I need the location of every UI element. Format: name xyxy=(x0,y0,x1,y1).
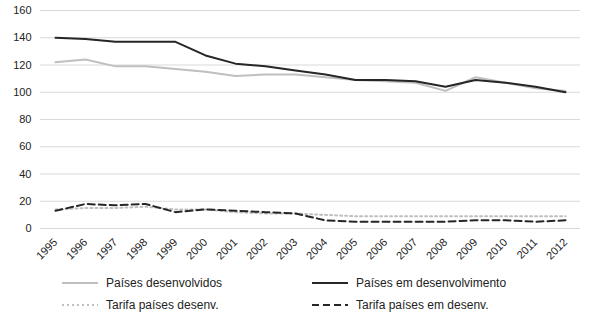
svg-text:2010: 2010 xyxy=(484,236,510,262)
svg-text:2011: 2011 xyxy=(514,236,539,261)
svg-text:2000: 2000 xyxy=(184,236,210,262)
svg-text:140: 140 xyxy=(13,31,31,43)
svg-text:0: 0 xyxy=(25,222,31,234)
svg-text:1998: 1998 xyxy=(124,236,150,262)
svg-text:2002: 2002 xyxy=(244,236,270,262)
svg-text:1997: 1997 xyxy=(94,236,120,262)
svg-text:2008: 2008 xyxy=(424,236,450,262)
svg-text:2012: 2012 xyxy=(544,236,570,262)
svg-text:2007: 2007 xyxy=(394,236,420,262)
svg-text:80: 80 xyxy=(19,113,31,125)
svg-text:2004: 2004 xyxy=(304,236,330,262)
svg-text:40: 40 xyxy=(19,168,31,180)
html-text:Países em desenvolvimento: Países em desenvolvimento xyxy=(356,276,507,290)
html-text:Tarifa países em desenv.: Tarifa países em desenv. xyxy=(356,298,489,312)
svg-text:2006: 2006 xyxy=(364,236,390,262)
svg-text:2003: 2003 xyxy=(274,236,300,262)
svg-text:160: 160 xyxy=(13,4,31,16)
svg-text:2005: 2005 xyxy=(334,236,360,262)
svg-text:60: 60 xyxy=(19,140,31,152)
svg-text:2009: 2009 xyxy=(454,236,480,262)
svg-text:1996: 1996 xyxy=(64,236,90,262)
svg-text:1995: 1995 xyxy=(34,236,60,262)
svg-text:100: 100 xyxy=(13,86,31,98)
html-text:Países desenvolvidos: Países desenvolvidos xyxy=(106,276,223,290)
svg-text:2001: 2001 xyxy=(214,236,240,262)
svg-text:1999: 1999 xyxy=(154,236,180,262)
html-text:Tarifa países desenv.: Tarifa países desenv. xyxy=(106,298,219,312)
svg-text:20: 20 xyxy=(19,195,31,207)
svg-text:120: 120 xyxy=(13,59,31,71)
